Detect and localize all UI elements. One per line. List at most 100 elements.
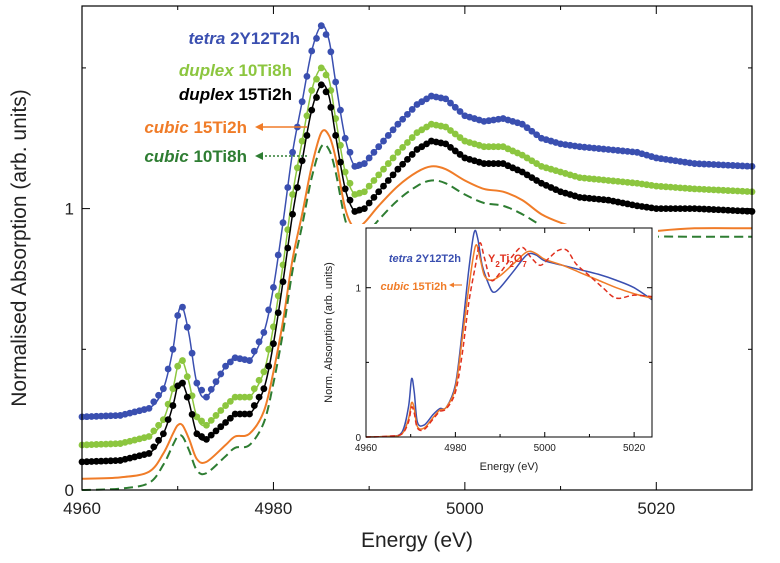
data-point: [212, 412, 220, 419]
inset-x-axis-title: Energy (eV): [480, 461, 539, 473]
data-point: [370, 193, 378, 201]
data-point: [672, 205, 679, 213]
series-0: [78, 22, 756, 421]
data-point: [322, 88, 330, 96]
data-point: [159, 416, 167, 424]
inset-legend-label: tetra 2Y12T2h: [389, 253, 461, 265]
inset-legend-label: cubic 15Ti2h: [381, 281, 448, 293]
data-point: [399, 144, 407, 151]
data-point: [695, 160, 703, 168]
data-point: [652, 205, 660, 213]
legend-arrowhead: [255, 123, 263, 131]
data-point: [389, 154, 397, 162]
series-markers-2: [78, 81, 756, 466]
main-axes: 4960 4980 5000 5020 0 1 Energy (eV) Normalised …: [8, 5, 753, 552]
data-point: [394, 120, 402, 128]
data-point: [681, 205, 689, 213]
data-point: [255, 376, 263, 384]
data-point: [313, 34, 320, 42]
data-point: [303, 132, 311, 139]
data-point: [485, 160, 493, 167]
series-3: [81, 129, 753, 480]
data-point: [700, 205, 708, 213]
data-point: [734, 187, 742, 195]
data-point: [293, 164, 301, 172]
data-point: [83, 458, 91, 466]
data-point: [442, 140, 450, 148]
data-point: [102, 440, 110, 448]
data-point: [303, 72, 311, 80]
data-point: [265, 362, 273, 370]
inset-y-axis-title: Norm. Absorption (arb. units): [323, 262, 335, 403]
data-point: [308, 47, 316, 55]
data-point: [384, 132, 392, 139]
y-tick-label: 1: [65, 200, 74, 219]
data-point: [408, 106, 416, 113]
data-point: [274, 309, 282, 317]
data-point: [212, 378, 220, 386]
data-point: [289, 210, 296, 218]
data-point: [456, 151, 464, 158]
data-point: [404, 155, 411, 163]
series-line-3: [81, 129, 753, 480]
data-point: [193, 379, 201, 387]
data-point: [145, 450, 153, 457]
data-point: [518, 120, 526, 128]
data-point: [341, 168, 349, 176]
data-point: [308, 106, 316, 114]
data-point: [164, 365, 172, 373]
data-point: [447, 144, 454, 151]
data-point: [494, 160, 502, 167]
data-point: [676, 205, 684, 213]
data-point: [102, 457, 110, 465]
data-point: [183, 323, 191, 331]
data-point: [456, 134, 464, 141]
data-point: [724, 187, 732, 194]
data-point: [145, 405, 153, 412]
data-point: [298, 157, 306, 165]
data-point: [729, 187, 737, 195]
data-point: [739, 162, 746, 170]
data-point: [255, 393, 263, 401]
data-point: [203, 435, 210, 443]
data-point: [298, 137, 306, 145]
data-point: [533, 131, 541, 139]
data-point: [155, 421, 162, 429]
inset-chart: 4960 4980 5000 5020 0 1 Energy (eV) Norm. Absor…: [310, 224, 658, 478]
data-point: [485, 143, 493, 151]
data-point: [179, 303, 186, 311]
data-point: [360, 205, 368, 213]
data-point: [313, 75, 320, 83]
data-point: [97, 457, 105, 465]
data-point: [322, 71, 330, 79]
data-point: [250, 347, 258, 355]
data-point: [293, 184, 301, 191]
inset-x-tick-label: 5020: [623, 443, 646, 454]
data-point: [88, 441, 95, 449]
data-point: [97, 412, 105, 420]
data-point: [92, 457, 100, 465]
data-point: [164, 416, 172, 424]
data-point: [734, 162, 742, 170]
data-point: [250, 385, 258, 393]
data-point: [226, 358, 234, 366]
x-axis-title: Energy (eV): [361, 529, 473, 552]
inset-frame: [365, 227, 653, 438]
data-point: [298, 98, 306, 106]
data-point: [203, 421, 210, 429]
data-point: [719, 186, 727, 194]
data-point: [399, 160, 407, 168]
data-point: [408, 134, 416, 141]
x-tick-label: 5000: [446, 499, 484, 518]
data-point: [394, 148, 402, 156]
data-point: [203, 393, 210, 401]
data-point: [743, 162, 751, 170]
data-point: [442, 95, 450, 103]
data-point: [691, 185, 698, 193]
data-point: [384, 177, 392, 184]
data-point: [222, 419, 229, 426]
data-point: [710, 186, 718, 194]
legend-label: tetra 2Y12T2h: [188, 29, 300, 48]
data-point: [380, 182, 387, 190]
data-point: [83, 413, 91, 421]
